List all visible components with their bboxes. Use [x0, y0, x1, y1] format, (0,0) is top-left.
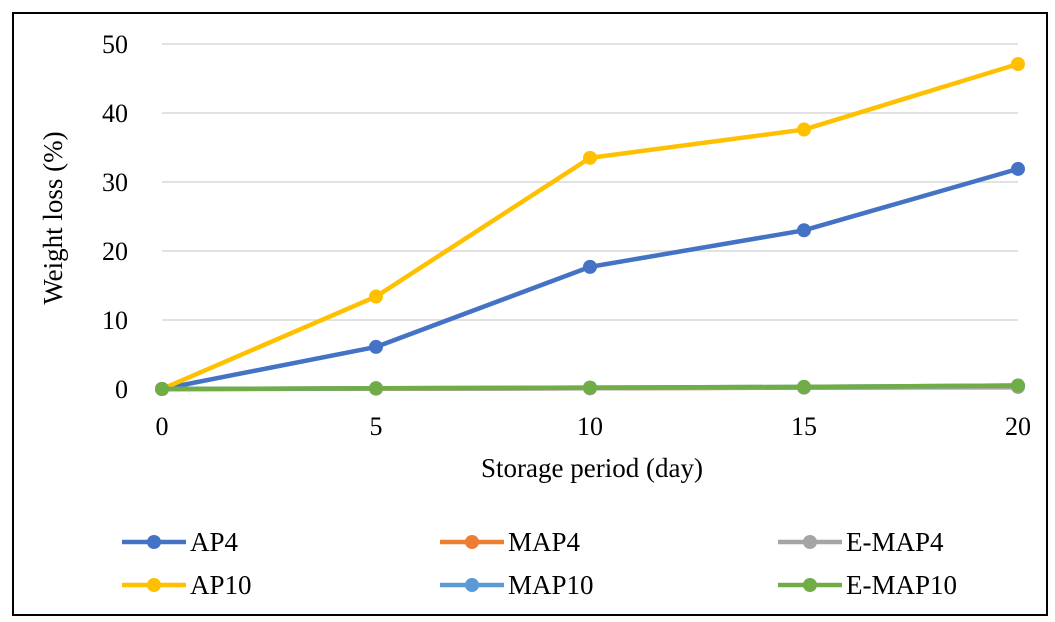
series-line	[161, 166, 1019, 392]
gridlines	[162, 43, 1018, 390]
legend-swatch-marker	[147, 535, 161, 549]
series-lines	[155, 57, 1025, 396]
y-axis-label: Weight loss (%)	[38, 131, 68, 304]
y-tick-label: 40	[102, 99, 128, 128]
legend-item: AP10	[122, 570, 252, 600]
data-point	[583, 259, 597, 274]
series-e-map10	[155, 378, 1025, 396]
legend-item: E-MAP4	[778, 527, 944, 557]
legend-label: E-MAP10	[846, 570, 957, 600]
data-point	[583, 150, 597, 165]
legend-swatch-marker	[465, 578, 479, 592]
y-tick-label: 20	[102, 237, 128, 266]
y-tick-label: 50	[102, 30, 128, 59]
legend-label: AP4	[190, 527, 239, 557]
data-point	[583, 380, 597, 395]
data-point	[369, 289, 383, 304]
legend-item: MAP4	[440, 527, 581, 557]
y-tick-label: 0	[115, 375, 128, 404]
legend-item: E-MAP10	[778, 570, 957, 600]
x-tick-labels: 0 5 10 15 20	[156, 412, 1032, 441]
series-ap4	[155, 161, 1025, 396]
legend-swatch-marker	[465, 535, 479, 549]
data-point	[1011, 378, 1025, 393]
x-axis-label: Storage period (day)	[481, 453, 703, 483]
legend-label: E-MAP4	[846, 527, 944, 557]
data-point	[369, 381, 383, 396]
x-tick-label: 5	[370, 412, 383, 441]
y-tick-labels: 0 10 20 30 40 50	[102, 30, 128, 404]
legend-label: AP10	[190, 570, 252, 600]
legend-swatch-marker	[147, 578, 161, 592]
data-point	[369, 339, 383, 354]
series-ap10	[155, 57, 1025, 396]
y-tick-label: 30	[102, 168, 128, 197]
data-point	[1011, 161, 1025, 176]
legend-swatch-marker	[803, 578, 817, 592]
legend-label: MAP4	[508, 527, 581, 557]
data-point	[797, 379, 811, 394]
x-tick-label: 10	[577, 412, 603, 441]
legend-swatch-marker	[803, 535, 817, 549]
legend-label: MAP10	[508, 570, 594, 600]
legend: AP4 MAP4 E-MAP4 AP10 MAP10 E-MAP10	[122, 527, 957, 600]
data-point	[1011, 57, 1025, 72]
data-point	[797, 223, 811, 238]
x-tick-label: 0	[156, 412, 169, 441]
data-point	[797, 122, 811, 137]
x-tick-label: 20	[1005, 412, 1031, 441]
legend-item: MAP10	[440, 570, 594, 600]
data-point	[155, 382, 169, 396]
x-tick-label: 15	[791, 412, 817, 441]
legend-item: AP4	[122, 527, 239, 557]
y-tick-label: 10	[102, 306, 128, 335]
